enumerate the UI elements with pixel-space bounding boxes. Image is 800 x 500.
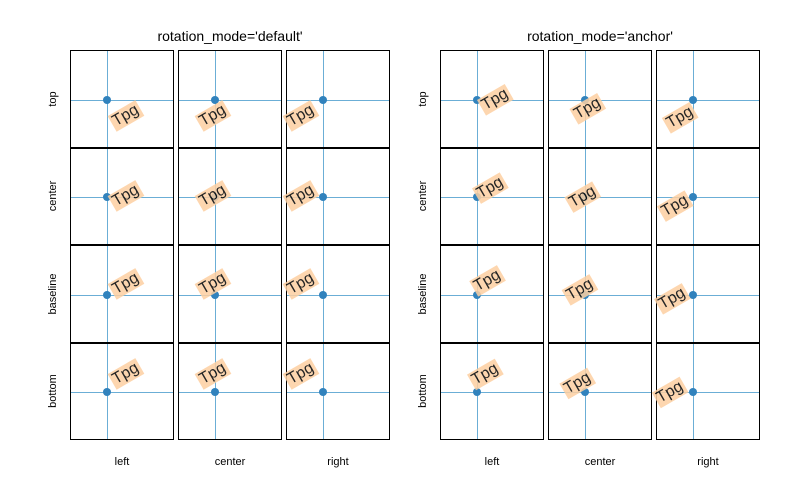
cell: Tpg (440, 148, 544, 246)
cell: Tpg (286, 245, 390, 343)
panel-title: rotation_mode='default' (70, 28, 390, 44)
cell: Tpg (286, 50, 390, 148)
cell: Tpg (656, 148, 760, 246)
anchor-dot (689, 388, 697, 396)
anchor-dot (689, 291, 697, 299)
cell: Tpg (440, 343, 544, 441)
crosshair-h (287, 392, 389, 393)
demo-text: Tpg (560, 368, 596, 399)
crosshair-h (441, 295, 543, 296)
row-label: center (47, 171, 59, 221)
demo-text: Tpg (470, 265, 506, 296)
demo-text: Tpg (108, 101, 144, 132)
col-label: right (286, 456, 390, 468)
cell: Tpg (548, 245, 652, 343)
cell: Tpg (440, 50, 544, 148)
cell: Tpg (656, 50, 760, 148)
row-label: baseline (47, 269, 59, 319)
col-label: right (656, 456, 760, 468)
demo-text: Tpg (282, 101, 318, 132)
col-label: left (440, 456, 544, 468)
cell: Tpg (178, 50, 282, 148)
anchor-dot (689, 96, 697, 104)
cell: Tpg (440, 245, 544, 343)
cell: Tpg (656, 245, 760, 343)
demo-text: Tpg (467, 359, 503, 390)
demo-text: Tpg (652, 377, 688, 408)
crosshair-h (71, 392, 173, 393)
crosshair-h (179, 295, 281, 296)
demo-text: Tpg (565, 182, 601, 213)
cell: Tpg (656, 343, 760, 441)
anchor-dot (211, 388, 219, 396)
panel-default: rotation_mode='default'TpgTpgTpgtopTpgTp… (70, 50, 390, 440)
row-label: baseline (417, 269, 429, 319)
anchor-dot (103, 96, 111, 104)
row-label: top (47, 74, 59, 124)
cell: Tpg (548, 50, 652, 148)
demo-text: Tpg (108, 358, 144, 389)
cell: Tpg (178, 245, 282, 343)
cell: Tpg (286, 343, 390, 441)
anchor-dot (319, 388, 327, 396)
row-label: bottom (47, 366, 59, 416)
cell: Tpg (70, 148, 174, 246)
crosshair-h (71, 100, 173, 101)
demo-text: Tpg (195, 358, 231, 389)
anchor-dot (103, 388, 111, 396)
demo-text: Tpg (108, 181, 144, 212)
cell: Tpg (70, 50, 174, 148)
demo-text: Tpg (195, 181, 231, 212)
cell: Tpg (178, 148, 282, 246)
demo-text: Tpg (654, 283, 690, 314)
cell: Tpg (548, 148, 652, 246)
col-label: center (548, 456, 652, 468)
cell: Tpg (286, 148, 390, 246)
crosshair-h (441, 392, 543, 393)
crosshair-h (179, 100, 281, 101)
anchor-dot (319, 291, 327, 299)
cell: Tpg (178, 343, 282, 441)
demo-text: Tpg (195, 101, 231, 132)
col-label: left (70, 456, 174, 468)
anchor-dot (103, 291, 111, 299)
panel-anchor: rotation_mode='anchor'TpgTpgTpgtopTpgTpg… (440, 50, 760, 440)
crosshair-h (179, 392, 281, 393)
demo-text: Tpg (477, 84, 513, 115)
row-label: bottom (417, 366, 429, 416)
demo-text: Tpg (570, 93, 606, 124)
crosshair-h (287, 295, 389, 296)
figure: rotation_mode='default'TpgTpgTpgtopTpgTp… (0, 0, 800, 500)
panel-title: rotation_mode='anchor' (440, 28, 760, 44)
anchor-dot (319, 193, 327, 201)
anchor-dot (319, 96, 327, 104)
row-label: top (417, 74, 429, 124)
demo-text: Tpg (562, 274, 598, 305)
anchor-dot (689, 193, 697, 201)
cell: Tpg (70, 245, 174, 343)
demo-text: Tpg (282, 181, 318, 212)
cell: Tpg (548, 343, 652, 441)
col-label: center (178, 456, 282, 468)
crosshair-h (657, 100, 759, 101)
cell: Tpg (70, 343, 174, 441)
demo-text: Tpg (657, 191, 693, 222)
row-label: center (417, 171, 429, 221)
crosshair-h (287, 100, 389, 101)
crosshair-h (179, 197, 281, 198)
demo-text: Tpg (282, 358, 318, 389)
